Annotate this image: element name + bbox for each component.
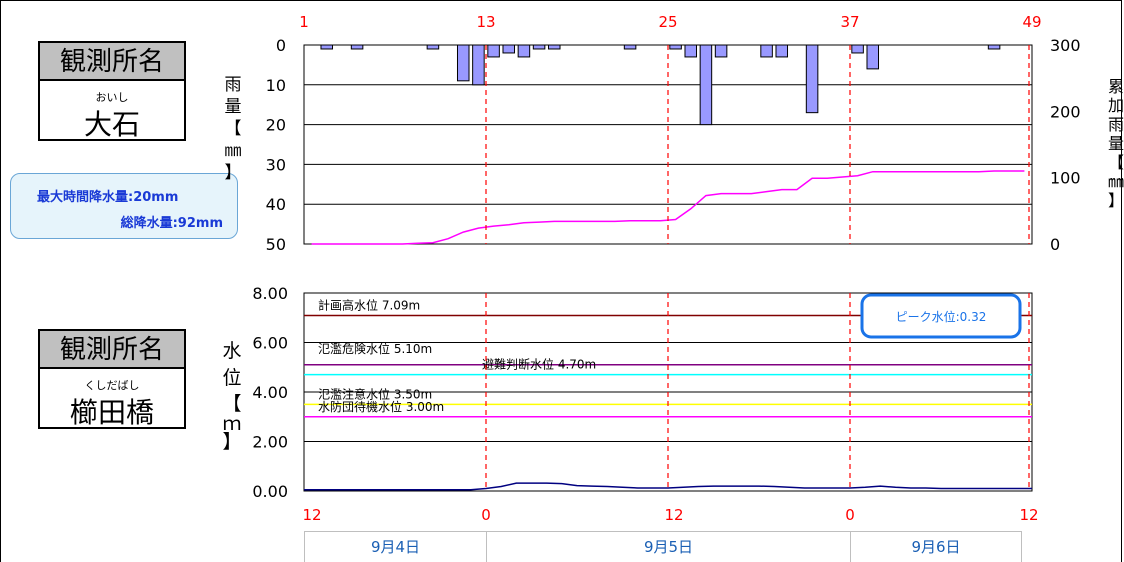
cumulative-axis-label-char: 【: [1108, 153, 1124, 172]
cumulative-y-tick: 200: [1050, 102, 1081, 121]
rain-bar: [851, 44, 864, 54]
rain-bar: [669, 44, 682, 50]
rain-axis-label-char: ㎜: [225, 141, 242, 161]
water-station-box: 観測所名 くしだばし 櫛田橋: [38, 329, 186, 429]
rain-y-tick: 50: [266, 235, 286, 254]
rain-axis-label-char: 雨: [225, 75, 242, 95]
rain-axis-label-char: 量: [225, 97, 242, 117]
rain-bar: [714, 44, 728, 58]
cumulative-axis-label-char: 雨: [1108, 115, 1124, 134]
water-y-tick: 0.00: [252, 482, 288, 501]
date-cell: 9月5日: [486, 531, 851, 562]
water-x-tick: 12: [664, 506, 683, 524]
peak-level-box: [860, 293, 1022, 339]
date-cell: 9月4日: [304, 531, 487, 562]
water-axis-label-char: ｍ: [222, 413, 241, 435]
rain-bar: [866, 44, 880, 70]
threshold-label: 氾濫注意水位 3.50m: [318, 386, 432, 401]
peak-level-text: ピーク水位:0.32: [896, 309, 987, 324]
rain-axis-label-char: 【: [225, 119, 242, 139]
rain-bar: [805, 44, 819, 114]
water-station-name: 櫛田橋: [69, 396, 154, 429]
water-x-tick: 12: [302, 506, 321, 524]
threshold-label: 水防団待機水位 3.00m: [318, 399, 444, 414]
cumulative-y-tick: 0: [1050, 235, 1060, 254]
rain-station-box: 観測所名 おいし 大石: [38, 41, 186, 141]
date-cell: 9月6日: [850, 531, 1022, 562]
water-x-tick: 12: [1019, 506, 1038, 524]
rain-station-ruby: おいし: [95, 91, 129, 104]
water-axis-label-char: 】: [222, 431, 241, 453]
cumulative-y-tick: 100: [1050, 169, 1081, 188]
rain-bar: [517, 44, 531, 58]
rain-bar: [699, 44, 713, 126]
rain-station-name: 大石: [83, 108, 140, 141]
rain-bar: [987, 44, 1001, 50]
rain-bar: [684, 44, 698, 58]
rain-bar: [532, 44, 546, 50]
rain-y-tick: 40: [266, 195, 286, 214]
rain-x-tick: 25: [658, 13, 677, 31]
water-x-tick: 0: [481, 506, 491, 524]
water-station-ruby: くしだばし: [84, 379, 140, 392]
rain-x-tick: 13: [476, 13, 495, 31]
max-hourly-rain: 最大時間降水量:20mm: [37, 190, 179, 205]
rain-bar: [456, 44, 470, 82]
rain-bar: [320, 44, 334, 50]
rain-bar: [472, 44, 485, 86]
rain-bar: [487, 44, 500, 58]
cumulative-axis-label-char: 加: [1108, 96, 1124, 115]
water-y-tick: 2.00: [252, 433, 288, 452]
total-rain: 総降水量:92mm: [120, 216, 223, 231]
water-station-title: 観測所名: [40, 331, 184, 369]
cumulative-axis-label-char: 】: [1108, 191, 1124, 210]
rain-x-tick: 37: [840, 13, 859, 31]
water-x-tick: 0: [845, 506, 855, 524]
threshold-label: 避難判断水位 4.70m: [482, 357, 596, 372]
rain-bar: [760, 44, 773, 58]
rain-bar: [775, 44, 789, 58]
cumulative-axis-label-char: 量: [1108, 134, 1124, 153]
rain-y-tick: 10: [266, 76, 286, 95]
rain-axis-label-char: 】: [225, 163, 242, 183]
water-y-tick: 6.00: [252, 334, 288, 353]
rain-x-tick: 1: [299, 13, 309, 31]
rain-bar: [426, 44, 440, 50]
rain-y-tick: 30: [266, 155, 286, 174]
water-axis-label-char: 【: [222, 393, 241, 415]
cumulative-y-tick: 300: [1050, 36, 1081, 55]
cumulative-axis-label-char: ㎜: [1108, 172, 1124, 191]
rain-x-tick: 49: [1022, 13, 1041, 31]
threshold-label: 計画高水位 7.09m: [318, 298, 420, 313]
rain-bar: [547, 44, 561, 50]
threshold-label: 氾濫危険水位 5.10m: [318, 341, 432, 356]
rain-bar: [623, 44, 637, 50]
rain-bar: [350, 44, 364, 50]
rain-bar: [502, 44, 516, 54]
rain-y-tick: 0: [276, 36, 286, 55]
rain-station-title: 観測所名: [40, 43, 184, 81]
cumulative-axis-label-char: 累: [1108, 77, 1124, 96]
water-axis-label-char: 位: [222, 367, 241, 389]
rain-y-tick: 20: [266, 116, 286, 135]
rain-summary-box: 最大時間降水量:20mm 総降水量:92mm: [10, 173, 238, 239]
water-level-line: [304, 482, 1032, 491]
water-y-tick: 8.00: [252, 284, 288, 303]
water-y-tick: 4.00: [252, 383, 288, 402]
water-axis-label-char: 水: [222, 340, 241, 362]
